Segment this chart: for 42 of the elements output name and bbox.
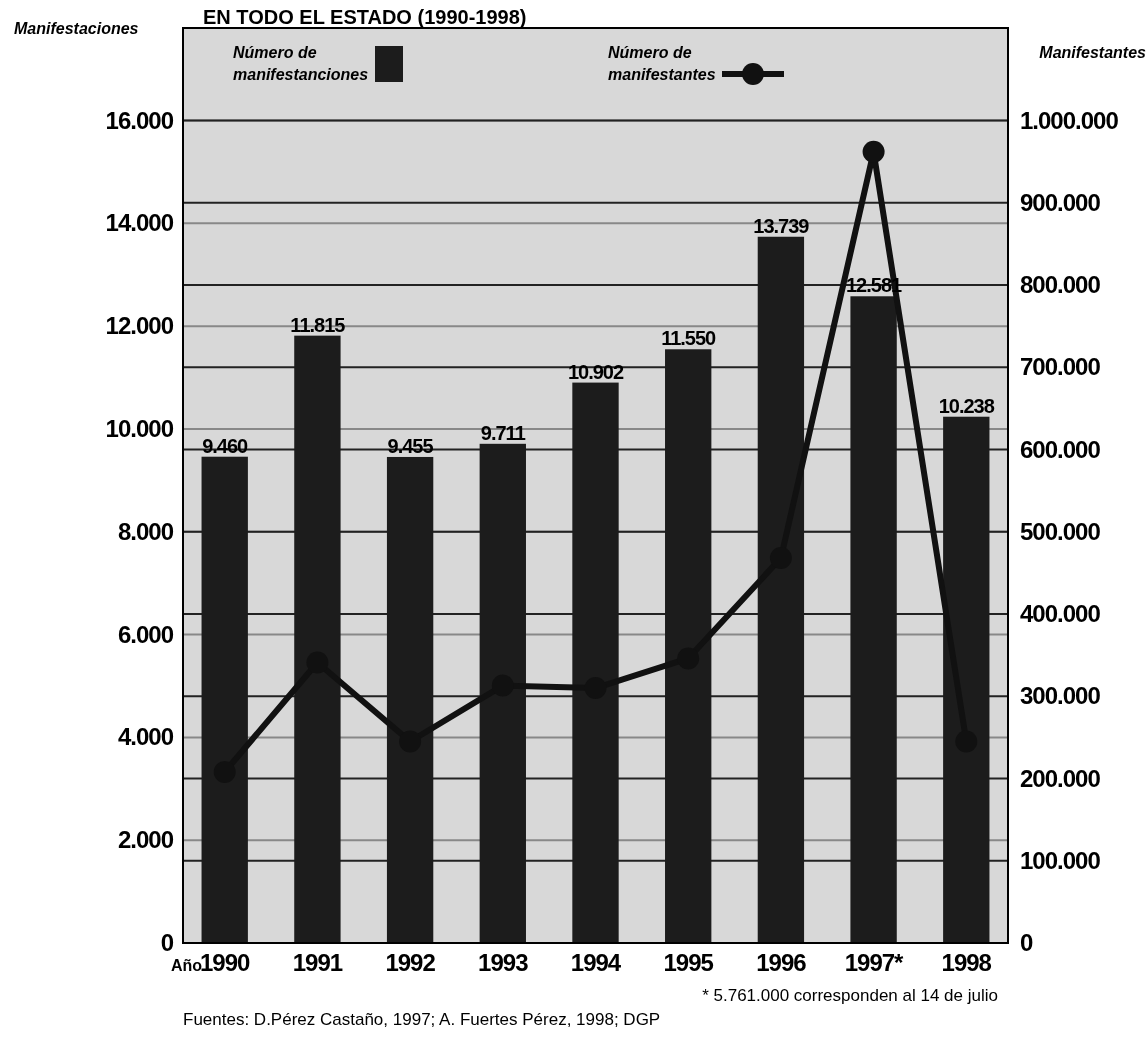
x-tick-label: 1994 [570,949,622,976]
x-tick-label: 1995 [663,949,714,976]
x-tick-label: 1996 [756,949,807,976]
y-tick-label: 16.000 [105,106,174,134]
x-tick-label: 1993 [478,949,529,976]
data-label: 11.550 [661,327,717,350]
data-label: 9.711 [480,421,526,444]
y-tick-label: 2.000 [117,826,174,854]
legend-label: Número de manifestantes [608,44,716,83]
y-tick-label: 8.000 [117,517,174,545]
data-label: 10.238 [938,394,995,417]
y2-tick-label: 1.000.000 [1020,106,1119,134]
x-tick-label: 1991 [292,949,343,976]
x-tick-label: 1998 [941,949,992,976]
y2-tick-label: 700.000 [1020,353,1101,381]
y2-tick-label: 800.000 [1020,271,1101,299]
source-note: Fuentes: D.Pérez Castaño, 1997; A. Fuertes Pérez, 1998; DGP [183,1010,661,1029]
data-label: 13.739 [753,214,810,237]
y-tick-label: 10.000 [105,414,174,442]
x-tick-label: 1997* [844,949,905,976]
y-tick-label: 4.000 [117,723,174,751]
text: * 5.761.000 corresponden al 14 de julio [702,986,998,1005]
y2-axis-title: Manifestantes [1039,44,1146,61]
data-label: 11.815 [290,313,346,336]
y2-tick-label: 100.000 [1020,846,1101,874]
x-tick-label: 1992 [385,949,436,976]
y2-tick-label: 500.000 [1020,517,1101,545]
y2-tick-label: 300.000 [1020,682,1101,710]
y-tick-label: 0 [160,929,174,956]
point [862,140,885,163]
legend-label: Número de manifestanciones [233,44,369,83]
y2-tick-label: 0 [1020,929,1033,956]
y-tick-label: 6.000 [117,620,174,648]
y-tick-label: 14.000 [105,209,174,237]
y2-tick-label: 900.000 [1020,188,1101,216]
y2-tick-label: 200.000 [1020,764,1101,792]
chart-title: EN TODO EL ESTADO (1990-1998) [203,6,527,28]
y2-tick-label: 600.000 [1020,435,1101,463]
y-axis-title: Manifestaciones [14,20,139,37]
x-tick-label: 1990 [200,949,251,976]
y2-tick-label: 400.000 [1020,600,1101,628]
y-tick-label: 12.000 [105,312,174,340]
